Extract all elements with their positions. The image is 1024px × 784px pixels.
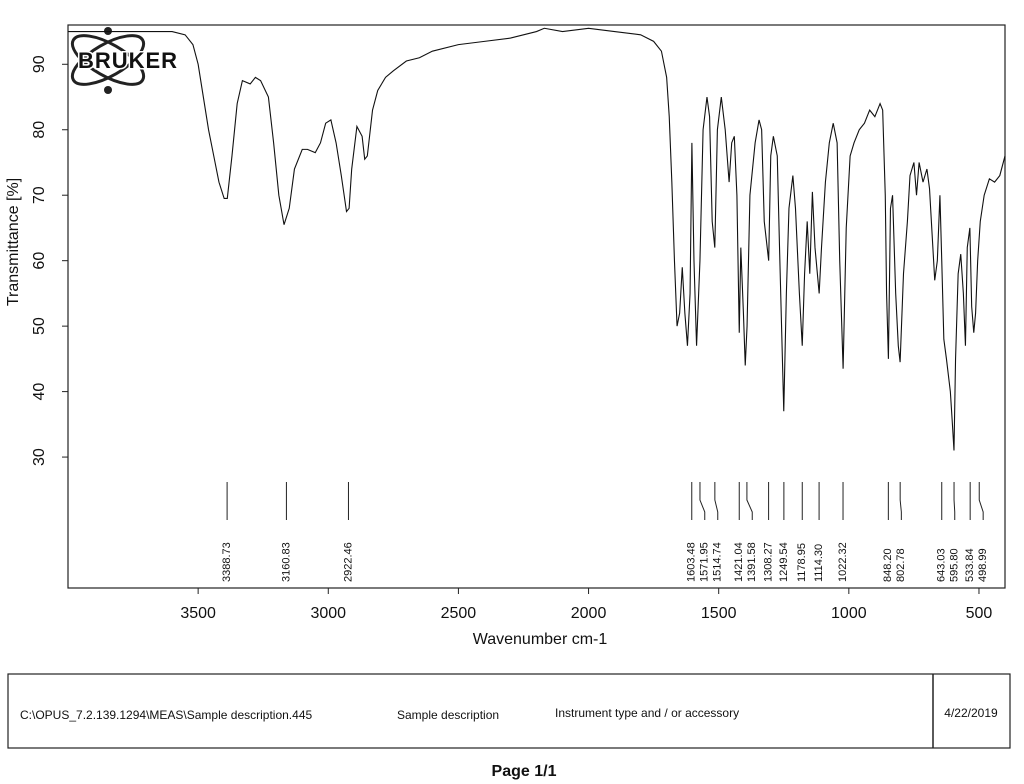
peak-label: 2922.46 bbox=[342, 542, 354, 582]
footer-date: 4/22/2019 bbox=[944, 706, 998, 720]
peak-label: 1308.27 bbox=[763, 542, 775, 582]
y-axis-title: Transmittance [%] bbox=[5, 178, 22, 306]
x-tick-label: 2500 bbox=[441, 605, 477, 622]
y-tick-label: 30 bbox=[31, 448, 48, 466]
footer-instrument: Instrument type and / or accessory bbox=[555, 706, 739, 720]
y-tick-label: 40 bbox=[31, 383, 48, 401]
x-tick-label: 2000 bbox=[571, 605, 607, 622]
footer-path: C:\OPUS_7.2.139.1294\MEAS\Sample descrip… bbox=[20, 708, 312, 722]
peak-label: 802.78 bbox=[895, 548, 907, 582]
x-axis-title: Wavenumber cm-1 bbox=[473, 631, 608, 648]
y-tick-label: 90 bbox=[31, 55, 48, 73]
peak-marker bbox=[699, 482, 706, 520]
footer-box bbox=[7, 673, 1011, 749]
peak-label: 643.03 bbox=[936, 548, 948, 582]
peak-label: 848.20 bbox=[882, 548, 894, 582]
peak-marker bbox=[978, 482, 984, 520]
x-tick-label: 500 bbox=[966, 605, 993, 622]
peak-label: 1514.74 bbox=[712, 542, 724, 582]
peak-label: 3388.73 bbox=[221, 542, 233, 582]
spectrum-line bbox=[68, 27, 1006, 451]
peak-label: 1114.30 bbox=[813, 544, 825, 582]
peak-label: 1391.58 bbox=[746, 542, 758, 582]
y-tick-label: 70 bbox=[31, 186, 48, 204]
peak-marker bbox=[899, 482, 902, 520]
peak-marker bbox=[714, 482, 719, 520]
logo-text: BRUKER bbox=[78, 48, 178, 73]
peak-label: 595.80 bbox=[949, 548, 961, 582]
peak-label: 3160.83 bbox=[280, 542, 292, 582]
peak-label: 1571.95 bbox=[699, 542, 711, 582]
x-tick-label: 1000 bbox=[831, 605, 867, 622]
plot-frame bbox=[67, 24, 1006, 589]
logo: BRUKER bbox=[70, 27, 179, 94]
x-tick-label: 3500 bbox=[180, 605, 216, 622]
peak-marker bbox=[746, 482, 753, 520]
peak-label: 1249.54 bbox=[778, 542, 790, 582]
x-tick-label: 1500 bbox=[701, 605, 737, 622]
peak-label: 1178.95 bbox=[796, 543, 808, 582]
x-tick-label: 3000 bbox=[310, 605, 346, 622]
peak-marker bbox=[953, 482, 956, 520]
peak-label: 533.84 bbox=[964, 548, 976, 582]
peak-label: 1603.48 bbox=[686, 542, 698, 582]
y-tick-label: 80 bbox=[31, 121, 48, 139]
peak-label: 1022.32 bbox=[837, 542, 849, 582]
peak-label: 1421.04 bbox=[733, 542, 745, 582]
y-tick-label: 60 bbox=[31, 252, 48, 270]
peak-label: 498.99 bbox=[977, 548, 989, 582]
page-number: Page 1/1 bbox=[492, 763, 557, 780]
footer-sample: Sample description bbox=[397, 708, 499, 722]
y-tick-label: 50 bbox=[31, 317, 48, 335]
